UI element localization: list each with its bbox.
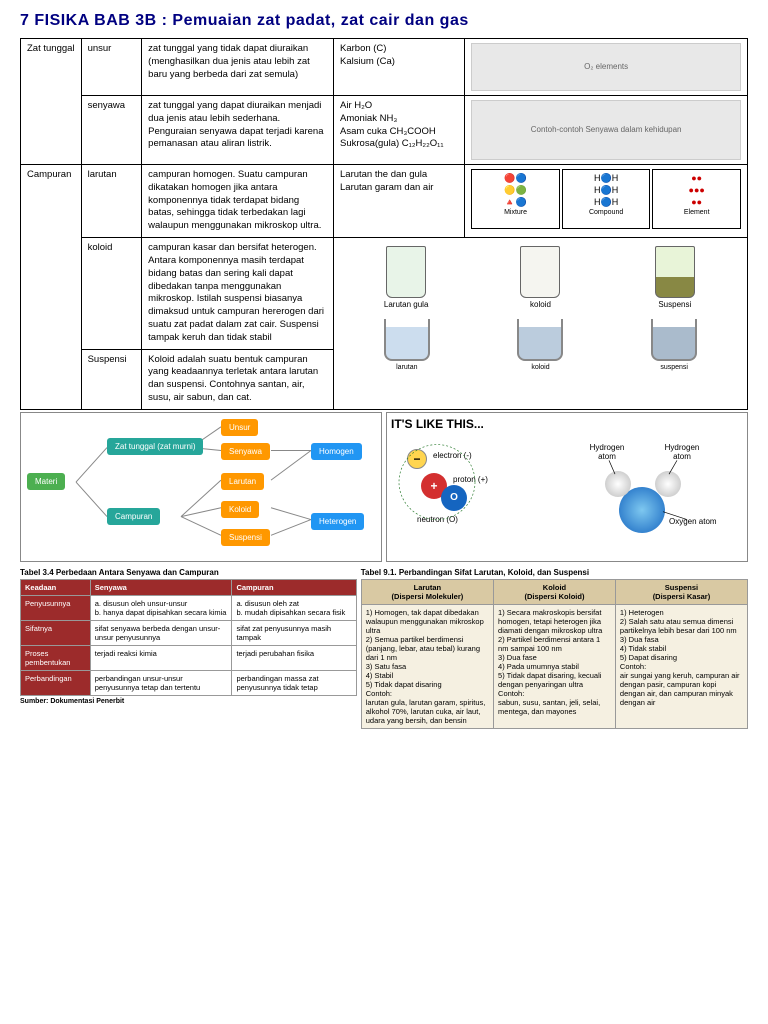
proton-label: proton (+) [453, 475, 488, 484]
td: sifat senyawa berbeda dengan unsur-unsur… [90, 620, 232, 645]
main-table: Zat tunggal unsur zat tunggal yang tidak… [20, 38, 748, 410]
td: 1) Heterogen 2) Salah satu atau semua di… [615, 604, 747, 728]
th: Koloid (Dispersi Koloid) [494, 579, 616, 604]
element-cell: ●●●●●●● Element [652, 169, 741, 229]
td: 1) Secara makroskopis bersifat homogen, … [494, 604, 616, 728]
beaker-label: larutan [396, 364, 417, 371]
hydrogen-atom-icon [655, 471, 681, 497]
unsur-img: O₂ elements [471, 43, 741, 91]
table-left-source: Sumber: Dokumentasi Penerbit [20, 698, 357, 705]
cell-cat-zat: Zat tunggal [21, 39, 82, 165]
th: Senyawa [90, 579, 232, 595]
cell-desc: campuran kasar dan bersifat heterogen. A… [142, 238, 334, 350]
table-right-caption: Tabel 9.1. Perbandingan Sifat Larutan, K… [361, 568, 748, 577]
cell-desc: campuran homogen. Suatu campuran dikatak… [142, 165, 334, 238]
cell-sub: larutan [81, 165, 142, 238]
atom-diagram: IT'S LIKE THIS... − + O electron (-) pro… [386, 412, 748, 562]
td: Sifatnya [21, 620, 91, 645]
td: Penyusunnya [21, 595, 91, 620]
th: Keadaan [21, 579, 91, 595]
glass-koloid: koloid [513, 246, 568, 311]
table-right-wrap: Tabel 9.1. Perbandingan Sifat Larutan, K… [361, 566, 748, 729]
h-label: Hydrogen atom [657, 443, 707, 461]
diagram-node-homogen: Homogen [311, 443, 362, 460]
table-left-caption: Tabel 3.4 Perbedaan Antara Senyawa dan C… [20, 568, 357, 577]
cell-sub: unsur [81, 39, 142, 96]
diagram-node-camp: Campuran [107, 508, 160, 525]
cell-img: 🔴🔵🟡🟢🔺🔵 Mixture H🔵HH🔵HH🔵H Compound ●●●●●●… [465, 165, 748, 238]
cell-desc: zat tunggal yang dapat diuraikan menjadi… [142, 96, 334, 165]
td: Proses pembentukan [21, 645, 91, 670]
compound-cell: H🔵HH🔵HH🔵H Compound [562, 169, 651, 229]
element-label: Element [655, 208, 738, 217]
cell-desc: Koloid adalah suatu bentuk campuran yang… [142, 349, 334, 409]
h-label: Hydrogen atom [582, 443, 632, 461]
td: sifat zat penyusunnya masih tampak [232, 620, 356, 645]
glass-label: koloid [530, 300, 551, 309]
cell-desc: zat tunggal yang tidak dapat diuraikan (… [142, 39, 334, 96]
cell-ex: Karbon (C) Kalsium (Ca) [334, 39, 465, 96]
cell-ex: Air H₂O Amoniak NH₃ Asam cuka CH₃COOH Su… [334, 96, 465, 165]
td: perbandingan massa zat penyusunnya tidak… [232, 670, 356, 695]
diagram-node-larutan: Larutan [221, 473, 264, 490]
senyawa-img: Contoh-contoh Senyawa dalam kehidupan [471, 100, 741, 160]
table-right: Larutan (Dispersi Molekuler) Koloid (Dis… [361, 579, 748, 729]
atom-title: IT'S LIKE THIS... [387, 413, 747, 435]
td: Perbandingan [21, 670, 91, 695]
beaker-suspensi: suspensi [649, 319, 699, 372]
page-title: 7 FISIKA BAB 3B : Pemuaian zat padat, za… [20, 12, 748, 30]
td: a. disusun oleh zat b. mudah dipisahkan … [232, 595, 356, 620]
compound-label: Compound [565, 208, 648, 217]
table-left: Keadaan Senyawa Campuran Penyusunnyaa. d… [20, 579, 357, 696]
cell-ex: Larutan the dan gula Larutan garam dan a… [334, 165, 465, 238]
classification-diagram: Materi Zat tunggal (zat murni) Campuran Uns… [20, 412, 382, 562]
th: Larutan (Dispersi Molekuler) [361, 579, 493, 604]
mixture-label: Mixture [474, 208, 557, 217]
beaker-label: koloid [531, 364, 549, 371]
cell-img: O₂ elements [465, 39, 748, 96]
th: Suspensi (Dispersi Kasar) [615, 579, 747, 604]
th: Campuran [232, 579, 356, 595]
cell-img-glasses: Larutan gula koloid Suspensi larutan kol… [334, 238, 748, 410]
diagram-node-unsur: Unsur [221, 419, 258, 436]
neutron-icon: O [441, 485, 467, 511]
glass-larutan: Larutan gula [379, 246, 434, 311]
mixture-cell: 🔴🔵🟡🟢🔺🔵 Mixture [471, 169, 560, 229]
td: 1) Homogen, tak dapat dibedakan walaupun… [361, 604, 493, 728]
cell-sub: senyawa [81, 96, 142, 165]
hydrogen-atom-icon [605, 471, 631, 497]
glass-label: Suspensi [658, 300, 691, 309]
diagram-node-materi: Materi [27, 473, 65, 490]
glass-suspensi: Suspensi [647, 246, 702, 311]
glass-label: Larutan gula [384, 300, 428, 309]
td: a. disusun oleh unsur-unsur b. hanya dap… [90, 595, 232, 620]
diagram-node-heterogen: Heterogen [311, 513, 364, 530]
neutron-label: neutron (O) [417, 515, 458, 524]
beaker-larutan: larutan [382, 319, 432, 372]
table-left-wrap: Tabel 3.4 Perbedaan Antara Senyawa dan C… [20, 566, 357, 729]
cell-sub: koloid [81, 238, 142, 350]
diagram-node-senyawa: Senyawa [221, 443, 270, 460]
electron-icon: − [407, 449, 427, 469]
cell-cat-camp: Campuran [21, 165, 82, 410]
electron-label: electron (-) [433, 451, 472, 460]
td: perbandingan unsur-unsur penyusunnya tet… [90, 670, 232, 695]
beaker-koloid: koloid [515, 319, 565, 372]
td: terjadi reaksi kimia [90, 645, 232, 670]
diagram-node-koloid: Koloid [221, 501, 259, 518]
cell-img: Contoh-contoh Senyawa dalam kehidupan [465, 96, 748, 165]
diagram-node-suspensi: Suspensi [221, 529, 270, 546]
beaker-label: suspensi [660, 364, 688, 371]
cell-sub: Suspensi [81, 349, 142, 409]
o-label: Oxygen atom [669, 517, 717, 526]
diagram-node-zt: Zat tunggal (zat murni) [107, 438, 203, 455]
td: terjadi perubahan fisika [232, 645, 356, 670]
